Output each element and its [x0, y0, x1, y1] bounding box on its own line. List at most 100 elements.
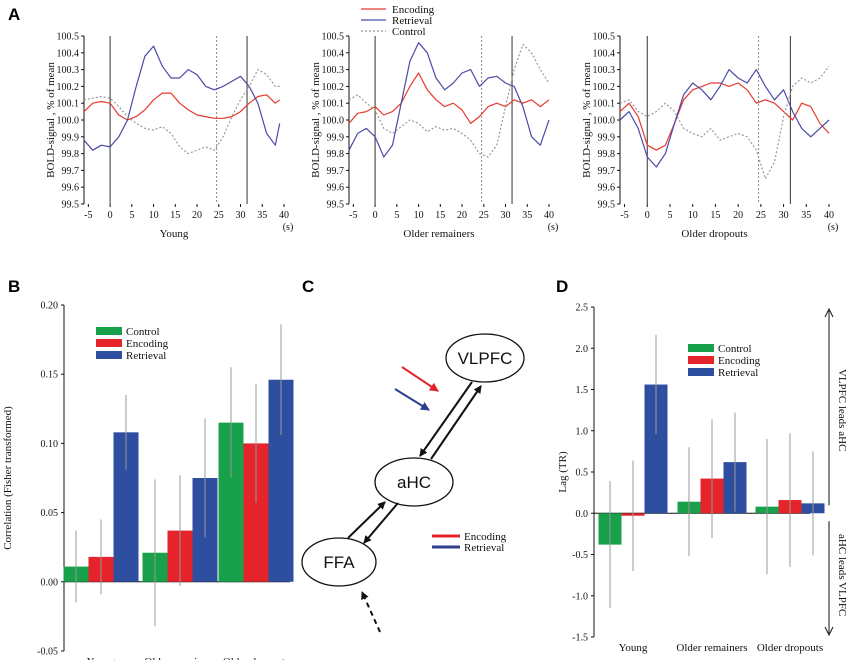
x-tick-label: 35 [801, 210, 811, 221]
panel-label-a: A [8, 5, 20, 24]
bar-retrieval [644, 384, 668, 514]
node-ahc-label: aHC [397, 473, 431, 492]
x-axis-title: Older remainers [403, 228, 474, 240]
y-tick-label: 99.6 [62, 183, 80, 194]
arrow-ffa-to-ahc [347, 501, 386, 539]
arrow-ahc-to-ffa [363, 502, 399, 544]
x-tick-label: 40 [279, 210, 289, 221]
x-tick-label: 15 [170, 210, 180, 221]
y-tick-label: 100.1 [57, 99, 80, 110]
bar-chart-correlation: -0.05 0.00 0.05 0.10 0.15 0.20 Young Older rema… [2, 301, 294, 660]
x-axis-title: Young [160, 228, 189, 240]
bar-chart-lag: -1.5 -1.0 -0.5 0.0 0.5 1.0 1.5 2.0 2.5 Young Older… [557, 303, 848, 655]
y-tick-label: 100.4 [593, 48, 616, 59]
y-tick-label: 99.8 [327, 149, 345, 160]
y-tick-label: 99.6 [327, 183, 345, 194]
y-tick-label: 1.5 [576, 385, 589, 396]
x-tick-label: -5 [349, 210, 357, 221]
legend-encoding-label: Encoding [392, 4, 435, 16]
category-label: Older dropouts [757, 642, 823, 654]
series-line-retrieval [348, 42, 550, 158]
x-tick-label: 5 [394, 210, 399, 221]
x-tick-label: 25 [479, 210, 489, 221]
x-tick-label: 30 [501, 210, 511, 221]
line-chart-older-remainers: 99.5 99.6 99.7 99.8 99.9 100.0 100.1 100.2 100.3… [310, 32, 558, 241]
y-tick-label: 99.8 [62, 149, 80, 160]
y-axis-title: Correlation (Fisher transformed) [2, 406, 14, 550]
x-tick-label: 15 [435, 210, 445, 221]
y-tick-label: 99.9 [62, 132, 80, 143]
category-label: Older remainers [144, 656, 215, 660]
diagram-legend-retrieval-label: Retrieval [464, 542, 504, 554]
x-tick-label: -5 [84, 210, 92, 221]
y-tick-label: -1.5 [572, 633, 588, 644]
y-tick-label: 100.5 [57, 32, 80, 43]
x-unit-label: (s) [828, 222, 839, 233]
legend-swatch-encoding [688, 356, 714, 364]
y-tick-label: 0.5 [576, 468, 589, 479]
y-tick-label: 100.2 [322, 82, 345, 93]
y-tick-label: 100.4 [57, 48, 80, 59]
y-tick-label: 99.5 [62, 200, 80, 211]
series-line-encoding [83, 92, 281, 121]
series-line-encoding [619, 82, 830, 151]
node-ffa-label: FFA [323, 553, 355, 572]
arrow-input-to-ffa [361, 591, 381, 633]
arrow-vlpfc-to-ahc [419, 381, 473, 457]
connectivity-diagram: VLPFC aHC FFA Encoding Retrieval [301, 333, 525, 633]
arrow-down-head [824, 626, 834, 637]
line-chart-young: 99.5 99.6 99.7 99.8 99.9 100.0 100.1 100.2 100.3… [45, 32, 293, 241]
diagram-legend-encoding-label: Encoding [464, 531, 507, 543]
y-tick-label: 99.6 [598, 183, 616, 194]
x-tick-label: 20 [733, 210, 743, 221]
y-tick-label: 0.05 [41, 508, 59, 519]
y-tick-label: 100.2 [57, 82, 80, 93]
y-tick-label: 99.8 [598, 149, 616, 160]
x-tick-label: 10 [414, 210, 424, 221]
x-tick-label: 40 [824, 210, 834, 221]
x-tick-label: 35 [522, 210, 532, 221]
y-tick-label: 2.0 [576, 344, 589, 355]
category-label: Older dropouts [223, 656, 289, 660]
node-ahc [374, 457, 454, 507]
y-tick-label: 1.0 [576, 426, 589, 437]
arrow-retrieval-modulation [394, 388, 430, 411]
y-tick-label: 100.0 [57, 116, 80, 127]
legend-label-retrieval: Retrieval [126, 350, 166, 362]
y-tick-label: 0.20 [41, 301, 59, 312]
x-tick-label: 20 [192, 210, 202, 221]
arrow-up-head [824, 307, 834, 318]
x-tick-label: 10 [149, 210, 159, 221]
side-label-down: aHC leads VLPFC [836, 534, 848, 616]
legend-control-label: Control [392, 26, 426, 38]
x-tick-label: 0 [373, 210, 378, 221]
y-axis-title: BOLD-signal , % of mean [45, 62, 57, 178]
y-axis-title: Lag (TR) [557, 451, 569, 493]
y-tick-label: 99.7 [598, 166, 616, 177]
side-label-up: VLPFC leads aHC [836, 369, 848, 452]
y-tick-label: 100.5 [322, 32, 345, 43]
legend-label-encoding: Encoding [126, 338, 169, 350]
x-tick-label: 20 [457, 210, 467, 221]
node-vlpfc [445, 333, 525, 383]
x-axis-title: Older dropouts [681, 228, 747, 240]
y-tick-label: 100.3 [57, 65, 80, 76]
y-tick-label: 99.9 [598, 132, 616, 143]
panel-a-legend: Encoding Retrieval Control [361, 4, 435, 38]
y-tick-label: 99.9 [327, 132, 345, 143]
x-tick-label: -5 [620, 210, 628, 221]
legend-swatch-control [96, 327, 122, 335]
legend-swatch-retrieval [96, 351, 122, 359]
category-label: Young [87, 656, 116, 660]
y-axis-title: BOLD-signal , % of mean [581, 62, 593, 178]
x-unit-label: (s) [283, 222, 294, 233]
panel-label-b: B [8, 277, 20, 296]
x-tick-label: 30 [779, 210, 789, 221]
series-line-control [619, 65, 830, 180]
y-tick-label: 100.0 [322, 116, 345, 127]
legend-label-retrieval: Retrieval [718, 367, 758, 379]
x-tick-label: 5 [667, 210, 672, 221]
y-tick-label: 2.5 [576, 303, 589, 314]
y-tick-label: 100.0 [593, 116, 616, 127]
x-tick-label: 10 [688, 210, 698, 221]
